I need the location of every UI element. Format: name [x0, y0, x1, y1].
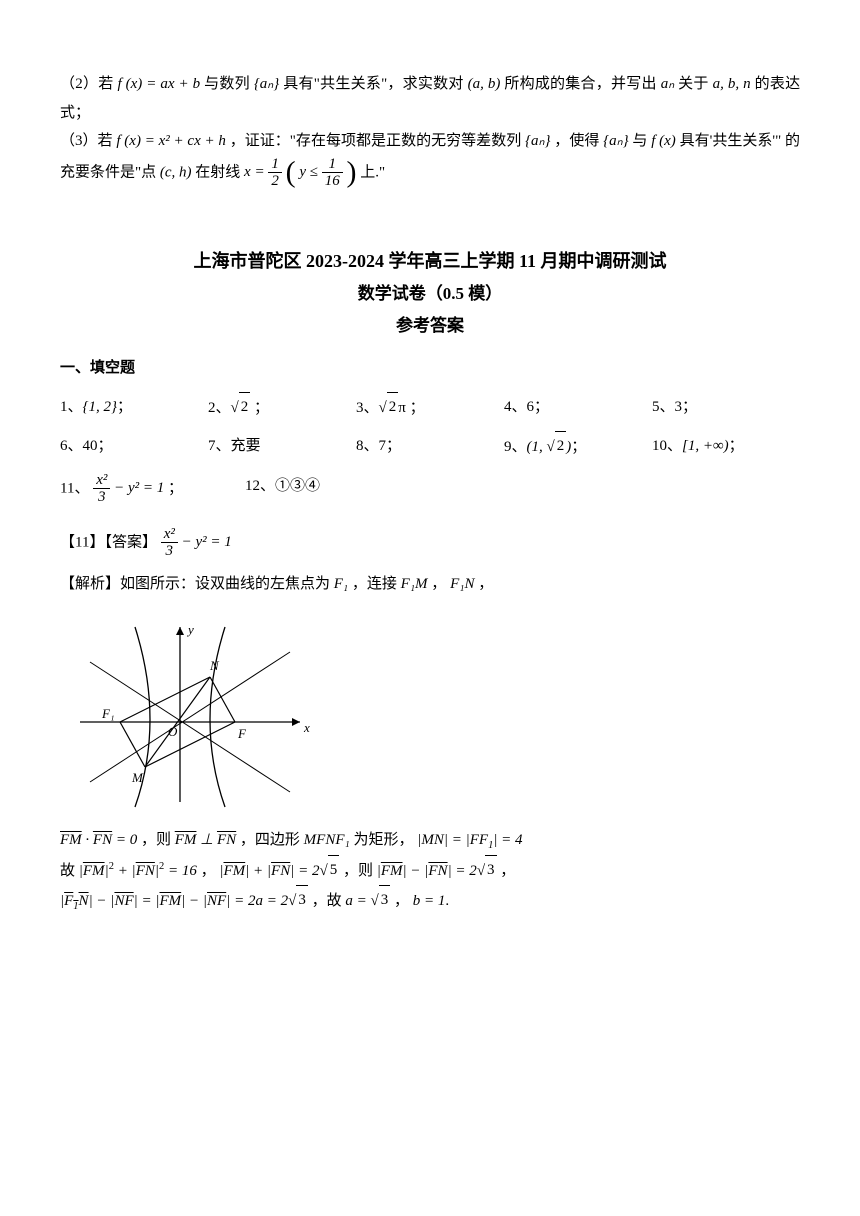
frac-sixteenth: 1 16: [322, 156, 343, 190]
svg-text:F₁: F₁: [101, 706, 114, 721]
p3-seq: {aₙ}: [525, 133, 550, 149]
ans-5: 5、3；: [652, 391, 800, 425]
p2-vars: a, b, n: [713, 76, 751, 92]
svg-text:y: y: [186, 622, 194, 637]
p3-seq2: {aₙ}: [603, 133, 628, 149]
ans-9: 9、(1, 2)；: [504, 430, 652, 464]
sol11-answer: 【11】【答案】 x²3 − y² = 1: [60, 526, 800, 560]
exam-title-1: 上海市普陀区 2023-2024 学年高三上学期 11 月期中调研测试: [60, 244, 800, 278]
answers-row-3: 11、 x²3 − y² = 1 ； 12、①③④: [60, 470, 800, 508]
ans-11: 11、 x²3 − y² = 1 ；: [60, 470, 245, 508]
p2-prefix: （2）若: [60, 76, 117, 92]
exam-title-2: 数学试卷（0.5 模）: [60, 278, 800, 310]
p3-ray: x = 1 2 ( y ≤ 1 16 ): [244, 164, 360, 180]
proof-line-2: 故 |FM|2 + |FN|2 = 16 ， |FM| + |FN| = 25 …: [60, 856, 800, 886]
lparen-icon: (: [286, 156, 296, 189]
ans-7: 7、充要: [208, 430, 356, 464]
p3-pt: (c, h): [160, 164, 192, 180]
svg-text:M: M: [131, 770, 144, 785]
p3-mid3: 与: [632, 133, 651, 149]
fill-blank-heading: 一、填空题: [60, 354, 800, 383]
p2-pair: (a, b): [468, 76, 501, 92]
sol11-explain: 【解析】如图所示：设双曲线的左焦点为 F₁ ，连接 F₁M ， F₁N ，: [60, 570, 800, 599]
p3-fx: f (x): [651, 133, 676, 149]
rparen-icon: ): [346, 156, 356, 189]
p2-mid3: 所构成的集合，并写出: [504, 76, 660, 92]
sol11-header: 【11】【答案】: [60, 534, 157, 550]
ans-8: 8、7；: [356, 430, 504, 464]
ans-4: 4、6；: [504, 391, 652, 425]
ans-2: 2、2 ；: [208, 391, 356, 425]
ans-12: 12、①③④: [245, 470, 430, 508]
p2-mid2: 具有"共生关系"，求实数对: [283, 76, 463, 92]
exam-title-3: 参考答案: [60, 310, 800, 342]
p3-mid2: ，使得: [554, 133, 599, 149]
ans-3: 3、2π ；: [356, 391, 504, 425]
p2-mid1: 与数列: [204, 76, 250, 92]
p3-mid5: 在射线: [195, 164, 244, 180]
ans-10: 10、[1, +∞)；: [652, 430, 800, 464]
answers-row-2: 6、40； 7、充要 8、7； 9、(1, 2)； 10、[1, +∞)；: [60, 430, 800, 464]
p3-func: f (x) = x² + cx + h: [116, 133, 226, 149]
svg-text:N: N: [209, 658, 220, 673]
proof-line-1: FM · FN = 0 ，则 FM ⊥ FN ，四边形 MFNF₁ 为矩形， |…: [60, 826, 800, 856]
p2-an: aₙ: [661, 76, 674, 92]
problem-2: （2）若 f (x) = ax + b 与数列 {aₙ} 具有"共生关系"，求实…: [60, 70, 800, 127]
p3-mid1: ，证证："存在每项都是正数的无穷等差数列: [230, 133, 522, 149]
hyperbola-figure: y x O F F₁ N M: [60, 612, 800, 812]
p2-func: f (x) = ax + b: [117, 76, 200, 92]
svg-text:x: x: [303, 720, 310, 735]
svg-text:O: O: [168, 724, 178, 739]
frac-half: 1 2: [268, 156, 282, 190]
ans-6: 6、40；: [60, 430, 208, 464]
ans-1: 1、{1, 2}；: [60, 391, 208, 425]
answers-row-1: 1、{1, 2}； 2、2 ； 3、2π ； 4、6； 5、3；: [60, 391, 800, 425]
p2-seq: {aₙ}: [254, 76, 279, 92]
proof-line-3: |F1N| − |NF| = |FM| − |NF| = 2a = 23 ，故 …: [60, 886, 800, 917]
problem-3: （3）若 f (x) = x² + cx + h ，证证："存在每项都是正数的无…: [60, 127, 800, 190]
p3-prefix: （3）若: [60, 133, 116, 149]
p2-mid4: 关于: [678, 76, 712, 92]
svg-text:F: F: [237, 726, 247, 741]
p3-tail: 上.": [360, 164, 385, 180]
